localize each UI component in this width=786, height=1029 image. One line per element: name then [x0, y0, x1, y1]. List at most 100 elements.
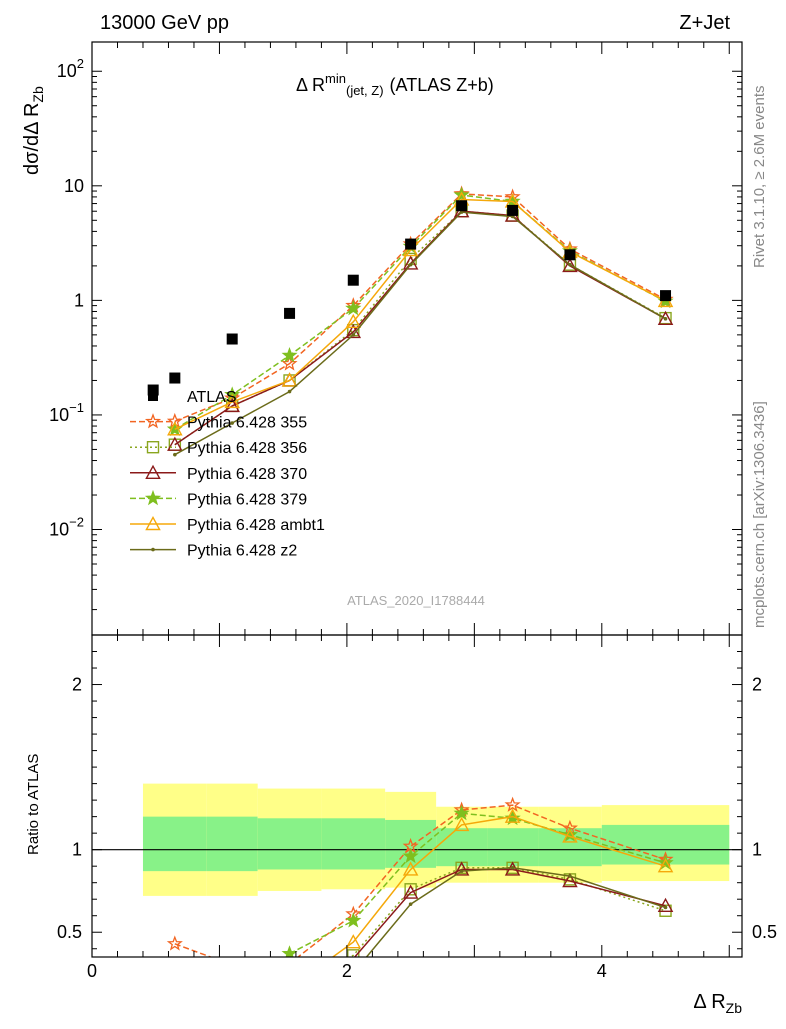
- ratio-y-tick-label: 2: [72, 675, 82, 695]
- y-tick-label: 1: [74, 290, 84, 310]
- legend-label-1: Pythia 6.428 356: [187, 440, 307, 457]
- analysis-id: ATLAS_2020_I1788444: [347, 593, 485, 608]
- series-marker-3: [453, 186, 470, 202]
- data-point: [507, 204, 519, 216]
- plot-title: Δ Rmin(jet, Z) (ATLAS Z+b): [296, 71, 494, 98]
- series-line-3: [174, 194, 666, 430]
- series-marker-3: [281, 347, 298, 363]
- ratio-line-1: [348, 867, 666, 957]
- ratio-marker-3: [561, 826, 578, 842]
- y-axis-label: dσ/dΔ RZb: [21, 86, 46, 175]
- data-point: [347, 274, 359, 286]
- series-line-4: [174, 198, 666, 430]
- ratio-y-tick-label-right: 2: [752, 675, 762, 695]
- rivet-label: Rivet 3.1.10, ≥ 2.6M events: [751, 86, 768, 269]
- ratio-series-4: [331, 808, 674, 957]
- ratio-band-green: [436, 828, 488, 867]
- plot-title-main: Δ R: [296, 75, 325, 95]
- x-tick-label: 0: [87, 961, 97, 981]
- series-marker-5: [173, 452, 177, 457]
- ratio-marker-4: [402, 861, 419, 876]
- mcplots-label: mcplots.cern.ch [arXiv:1306.3436]: [751, 401, 768, 628]
- data-point: [169, 372, 181, 384]
- legend-label-0: Pythia 6.428 355: [187, 415, 307, 432]
- series-marker-2: [224, 397, 240, 413]
- legend-label-2: Pythia 6.428 370: [187, 466, 307, 483]
- y-tick-label-base: 10: [64, 176, 84, 196]
- ratio-band-green: [487, 828, 539, 867]
- ratio-marker-3: [453, 804, 470, 821]
- ratio-marker-3: [504, 809, 521, 826]
- series-marker-5: [408, 262, 413, 267]
- data-point: [660, 290, 672, 302]
- y-tick-label-exp: −1: [69, 400, 84, 415]
- series-marker-5: [663, 317, 668, 321]
- ratio-marker-5: [510, 866, 515, 870]
- series-line-0: [174, 193, 666, 422]
- plot-title-sub: (jet, Z): [346, 83, 384, 98]
- ratio-panel: 0 2 4 0.5 0.5 1 1 2 2: [57, 634, 777, 981]
- ratio-marker-2: [453, 861, 470, 876]
- y-tick-label: 102: [57, 56, 84, 81]
- ratio-frame: [91, 634, 743, 958]
- ratio-marker-3: [345, 912, 362, 928]
- series-marker-4: [281, 372, 298, 387]
- legend-label-5: Pythia 6.428 z2: [187, 543, 297, 560]
- legend-label-data: ATLAS: [187, 389, 237, 406]
- ratio-marker-5: [663, 905, 668, 910]
- legend: ATLAS Pythia 6.428 355 Pythia 6.428 356 Pyt…: [130, 389, 325, 560]
- legend-marker-2: [145, 464, 161, 479]
- ratio-marker-4: [345, 934, 362, 949]
- y-axis-label-sub: Zb: [30, 86, 46, 103]
- ratio-marker-4: [453, 816, 470, 832]
- series-line-2: [174, 210, 666, 446]
- ratio-band-green: [206, 816, 258, 872]
- series-marker-4: [345, 313, 362, 329]
- ratio-marker-2: [402, 884, 419, 899]
- y-tick-label: 10: [64, 176, 84, 196]
- y-tick-label-exp: 2: [77, 56, 84, 71]
- legend-label-3: Pythia 6.428 379: [187, 491, 307, 508]
- header-right: Z+Jet: [679, 12, 730, 34]
- legend-marker-data: [148, 391, 158, 401]
- ratio-band-green: [142, 816, 207, 872]
- data-point: [284, 307, 296, 319]
- ratio-marker-3: [402, 847, 419, 864]
- ratio-series-5: [365, 866, 668, 957]
- ratio-y-axis-label: Ratio to ATLAS: [25, 754, 42, 855]
- y-tick-label: 10−1: [49, 400, 84, 425]
- series-marker-2: [657, 310, 674, 326]
- ratio-band-green: [321, 818, 386, 870]
- ratio-marker-1: [347, 949, 360, 957]
- legend-marker-0: [144, 413, 162, 429]
- ratio-marker-4: [657, 858, 674, 873]
- y-tick-label-base: 1: [74, 290, 84, 310]
- series-marker-5: [230, 421, 234, 425]
- ratio-line-5: [365, 867, 666, 957]
- data-point: [147, 384, 159, 396]
- legend-marker-1: [146, 441, 160, 454]
- y-tick-label-base: 10: [57, 61, 77, 81]
- header-left: 13000 GeV pp: [100, 12, 229, 34]
- series-line-1: [174, 210, 666, 446]
- ratio-series-3: [281, 804, 674, 957]
- y-tick-label: 10−2: [49, 515, 84, 540]
- series-marker-5: [351, 333, 356, 337]
- data-point: [405, 238, 417, 250]
- y-axis-label-main: dσ/dΔ R: [21, 103, 43, 175]
- ratio-marker-4: [504, 808, 521, 823]
- x-tick-label: 2: [342, 961, 352, 981]
- data-point: [456, 200, 468, 212]
- ratio-band-green: [385, 819, 437, 868]
- ratio-marker-5: [408, 902, 413, 906]
- legend-marker-4: [145, 515, 161, 531]
- ratio-y-tick-label-right: 1: [752, 840, 762, 860]
- ratio-line-4: [331, 815, 666, 957]
- ratio-marker-0: [504, 796, 521, 812]
- ratio-y-tick-label: 0.5: [57, 922, 82, 942]
- series-marker-2: [562, 257, 578, 273]
- plot-title-sup: min: [325, 71, 346, 86]
